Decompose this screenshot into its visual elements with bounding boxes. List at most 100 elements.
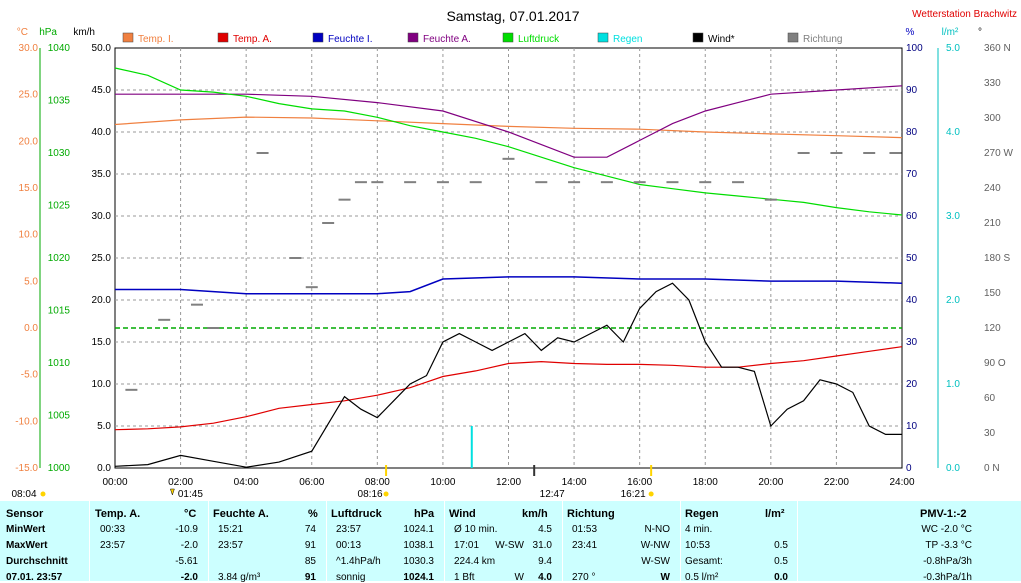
kmh-tick-label: 0.0: [97, 463, 111, 474]
direction-mark: [256, 152, 269, 154]
pmv-value: -0.3hPa/1h: [923, 572, 972, 583]
time-tick-label: 02:00: [168, 477, 193, 488]
temp-value: -10.9: [175, 524, 198, 535]
direction-mark: [764, 198, 777, 201]
series-wind-line: [114, 282, 902, 468]
hpa-tick-label: 1015: [48, 306, 71, 317]
hpa-tick-label: 1020: [48, 253, 71, 264]
direction-mark: [371, 181, 384, 184]
regen-time: 0.5 l/m²: [685, 572, 719, 583]
pct-tick-label: 90: [906, 85, 918, 96]
wind-direction: W: [514, 572, 524, 583]
pct-tick-label: 10: [906, 421, 918, 432]
druck-value: 1024.1: [403, 524, 434, 535]
time-tick-label: 14:00: [562, 477, 587, 488]
sunset-dot: [648, 491, 654, 497]
wind-value: 9.4: [538, 556, 552, 567]
druck-value: 1030.3: [403, 556, 434, 567]
hpa-tick-label: 1025: [48, 201, 71, 212]
direction-mark: [404, 181, 417, 184]
time-tick-label: 12:00: [496, 477, 521, 488]
time-tick-label: 22:00: [824, 477, 849, 488]
pct-tick-label: 80: [906, 127, 918, 138]
regen-time: 4 min.: [685, 524, 713, 535]
chart-grid: [114, 47, 903, 469]
dir-axis-unit: °: [978, 27, 982, 38]
direction-mark: [830, 152, 843, 154]
richtung-value: N-NO: [644, 524, 670, 535]
row-label: Durchschnitt: [6, 556, 68, 567]
direction-mark: [797, 152, 810, 154]
wind-value: 31.0: [532, 540, 552, 551]
richtung-value: W: [660, 572, 670, 583]
dir-tick-label: 60: [984, 393, 996, 404]
chart-title: Samstag, 07.01.2017: [446, 8, 579, 24]
pct-tick-label: 100: [906, 43, 923, 54]
wind-time: Ø 10 min.: [454, 524, 498, 535]
feuchte-time: 15:21: [218, 524, 244, 535]
pmv-header: PMV-1:-2: [920, 508, 967, 520]
wind-value: 4.0: [538, 572, 552, 583]
temp-tick-label: 10.0: [19, 230, 39, 241]
temp-tick-label: 20.0: [19, 136, 39, 147]
temp-tick-label: 30.0: [19, 43, 39, 54]
chart-legend: Temp. I. Temp. A. Feuchte I. Feuchte A. Luft…: [122, 32, 842, 45]
regen-value: 0.5: [774, 556, 788, 567]
temp-value: -2.0: [180, 572, 198, 583]
druck-value: 1038.1: [403, 540, 434, 551]
dir-tick-label: 270 W: [984, 148, 1013, 159]
pct-tick-label: 0: [906, 463, 912, 474]
series-temp-i-line: [114, 116, 903, 139]
kmh-tick-label: 25.0: [92, 253, 112, 264]
legend-label: Feuchte A.: [423, 34, 471, 45]
legend-label: Temp. A.: [233, 34, 272, 45]
dir-tick-label: 300: [984, 113, 1001, 124]
time-tick-label: 06:00: [299, 477, 324, 488]
dir-tick-label: 180 S: [984, 253, 1010, 264]
time-tick-label: 10:00: [430, 477, 455, 488]
direction-mark: [354, 181, 367, 184]
regen-value: 0.5: [774, 540, 788, 551]
kmh-tick-label: 10.0: [92, 379, 112, 390]
weather-chart: °C hPa km/h% l/m² ° 30.0 25.0 20.0 15.0 10.0 5.0 0.…: [11, 8, 1017, 500]
druck-time: 00:13: [336, 540, 362, 551]
richtung-value: W-NW: [640, 540, 670, 551]
sunset-label: 16:21: [621, 489, 646, 500]
dir-tick-label: 360 N: [984, 43, 1011, 54]
pct-tick-label: 20: [906, 379, 918, 390]
direction-mark: [699, 181, 712, 184]
direction-mark: [889, 152, 902, 154]
pct-axis-unit: %: [906, 27, 915, 38]
kmh-tick-label: 5.0: [97, 421, 111, 432]
kmh-tick-label: 30.0: [92, 211, 112, 222]
pct-tick-label: 50: [906, 253, 918, 264]
time-markers: 08:04 01:45 08:16 12:47 16:21: [11, 465, 654, 500]
kmh-tick-label: 45.0: [92, 85, 112, 96]
pmv-value: TP -3.3 °C: [925, 540, 972, 551]
hpa-tick-label: 1035: [48, 96, 71, 107]
temp-tick-label: -10.0: [15, 416, 38, 427]
druck-header: Luftdruck: [331, 508, 382, 520]
hpa-tick-label: 1005: [48, 411, 71, 422]
kmh-tick-label: 20.0: [92, 295, 112, 306]
wind-value: 4.5: [538, 524, 552, 535]
regen-value: 0.0: [774, 572, 788, 583]
legend-label: Luftdruck: [518, 34, 560, 45]
series-feuchte-a-line: [115, 85, 903, 158]
kmh-tick-label: 40.0: [92, 127, 112, 138]
wind-unit: km/h: [522, 508, 548, 520]
direction-mark: [190, 303, 203, 306]
temp-tick-label: 15.0: [19, 183, 39, 194]
sunrise-label: 08:04: [11, 489, 36, 500]
legend-label: Regen: [613, 34, 642, 45]
wind-time: 1 Bft: [454, 572, 475, 583]
time-tick-label: 16:00: [627, 477, 652, 488]
direction-mark: [338, 198, 351, 201]
hpa-tick-label: 1000: [48, 463, 71, 474]
direction-mark: [732, 181, 745, 184]
temp-tick-label: 5.0: [24, 276, 38, 287]
chart-axes: °C hPa km/h% l/m² ° 30.0 25.0 20.0 15.0 10.0 5.0 0.…: [15, 27, 1013, 488]
temp-tick-label: -15.0: [15, 463, 38, 474]
sunrise-dot: [40, 491, 46, 497]
row-label: MinWert: [6, 524, 46, 535]
